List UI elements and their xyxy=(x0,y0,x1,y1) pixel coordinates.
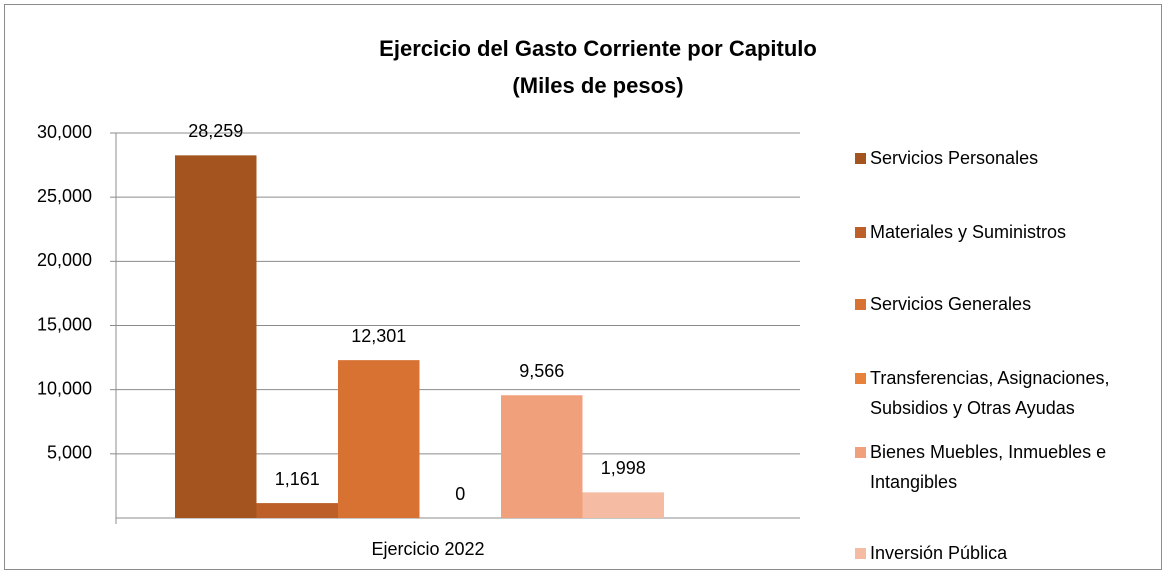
legend-item: Bienes Muebles, Inmuebles e Intangibles xyxy=(855,437,1160,497)
legend-swatch xyxy=(855,447,866,458)
value-label: 0 xyxy=(455,484,465,504)
y-tick-label: 10,000 xyxy=(37,378,92,398)
value-label: 9,566 xyxy=(519,361,564,381)
y-tick-label: 25,000 xyxy=(37,186,92,206)
legend-label: Servicios Generales xyxy=(870,294,1032,314)
bar xyxy=(501,395,583,518)
legend-label: Servicios Personales xyxy=(870,148,1039,168)
value-label: 12,301 xyxy=(351,326,406,346)
legend-swatch xyxy=(855,153,866,164)
x-tick-label: Ejercicio 2022 xyxy=(371,539,484,559)
value-label: 28,259 xyxy=(188,121,243,141)
legend-item: Servicios Generales xyxy=(855,289,1160,319)
bar xyxy=(175,155,257,518)
legend-swatch xyxy=(855,227,866,238)
legend-label: Bienes Muebles, Inmuebles e Intangibles xyxy=(870,442,1107,492)
legend-item: Materiales y Suministros xyxy=(855,217,1160,247)
bar xyxy=(256,503,338,518)
legend-swatch xyxy=(855,548,866,559)
chart-title: Ejercicio del Gasto Corriente por Capitu… xyxy=(379,36,817,61)
y-tick-label: 20,000 xyxy=(37,250,92,270)
bar xyxy=(338,360,420,518)
legend-swatch xyxy=(855,373,866,384)
y-tick-label: 5,000 xyxy=(47,443,92,463)
legend-item: Transferencias, Asignaciones, Subsidios … xyxy=(855,363,1160,423)
legend-label: Transferencias, Asignaciones, Subsidios … xyxy=(870,368,1110,418)
y-tick-label: 30,000 xyxy=(37,122,92,142)
legend-swatch xyxy=(855,299,866,310)
bar xyxy=(582,492,664,518)
legend-item: Servicios Personales xyxy=(855,143,1160,173)
value-label: 1,998 xyxy=(601,458,646,478)
y-tick-label: 15,000 xyxy=(37,314,92,334)
value-label: 1,161 xyxy=(275,469,320,489)
chart-subtitle: (Miles de pesos) xyxy=(512,73,683,98)
legend-label: Materiales y Suministros xyxy=(870,222,1067,242)
legend-label: Inversión Pública xyxy=(870,543,1008,563)
legend-item: Inversión Pública xyxy=(855,538,1160,568)
